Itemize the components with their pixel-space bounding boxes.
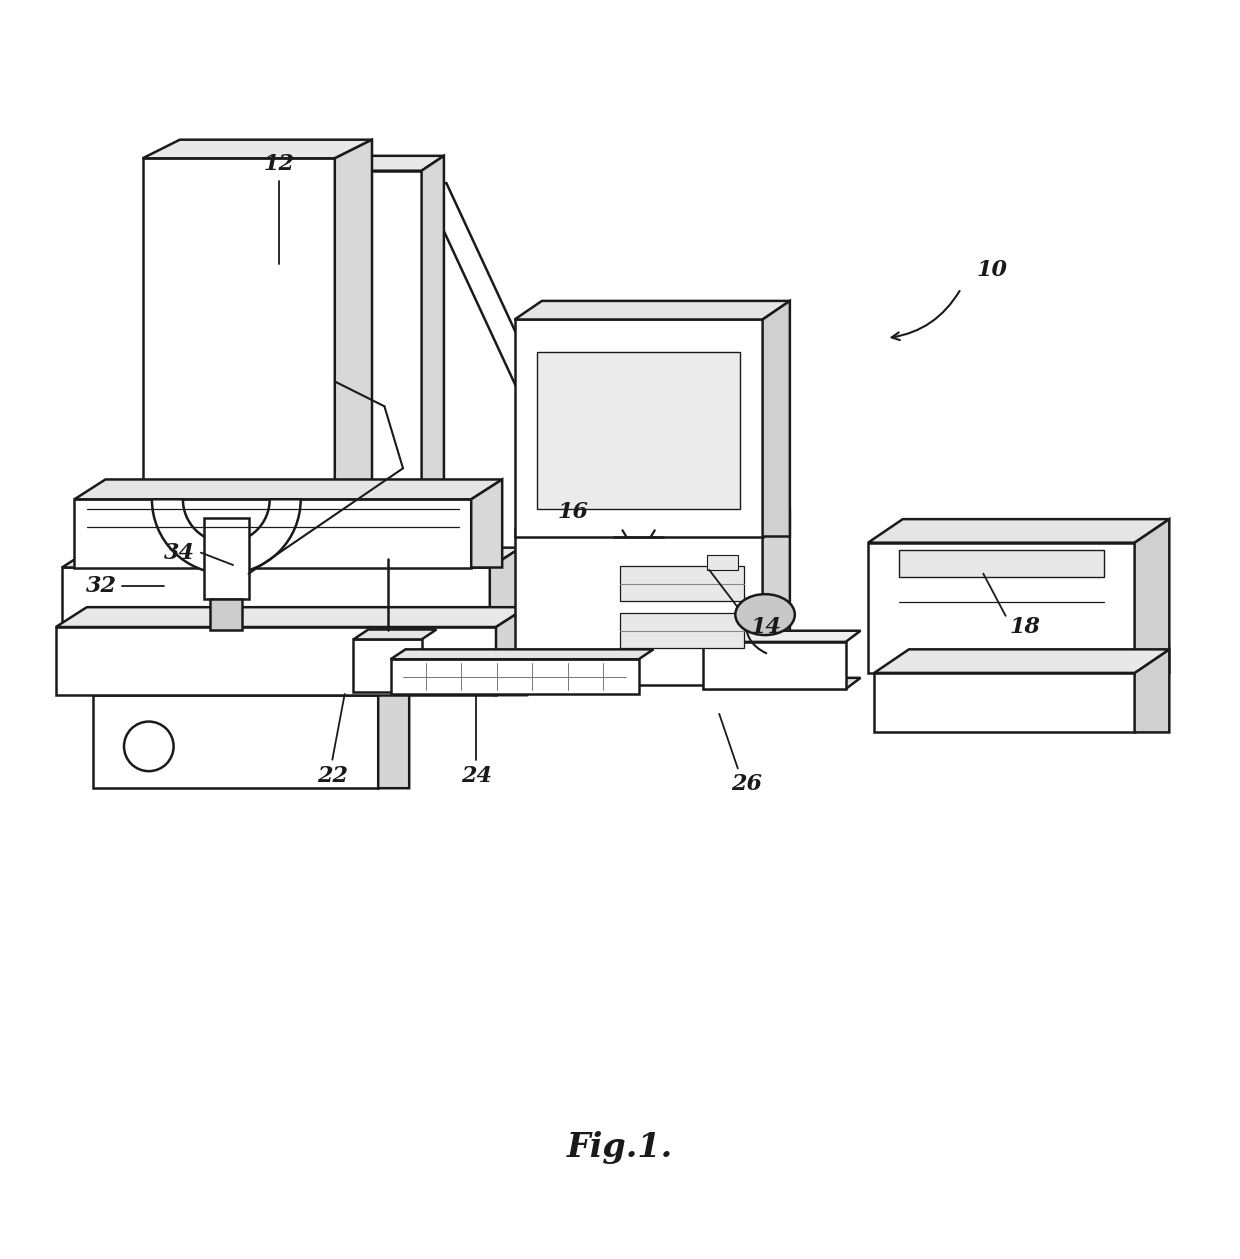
Text: 24: 24 [461,764,491,787]
Polygon shape [93,675,409,695]
Polygon shape [422,156,444,604]
Bar [203,517,249,598]
Bar [620,613,744,648]
Polygon shape [322,156,444,171]
Bar [707,555,738,570]
Text: 22: 22 [317,764,347,787]
Bar [703,642,846,689]
Bar [211,598,243,630]
Polygon shape [378,675,409,788]
Polygon shape [1135,519,1169,672]
Polygon shape [335,140,372,481]
Polygon shape [515,511,790,530]
Polygon shape [56,607,527,627]
Polygon shape [868,519,1169,543]
Polygon shape [353,171,422,604]
Wedge shape [151,500,300,574]
Polygon shape [490,548,521,627]
Bar [868,543,1135,672]
Bar [93,695,378,788]
Text: 34: 34 [164,541,195,564]
Circle shape [531,546,560,577]
Bar [391,660,639,694]
Bar [74,500,471,568]
Bar [899,550,1104,578]
Polygon shape [143,140,372,159]
Polygon shape [763,301,790,536]
Bar [353,640,422,691]
Polygon shape [74,480,502,500]
Polygon shape [515,301,790,320]
Polygon shape [874,650,1169,672]
Polygon shape [471,480,502,568]
Polygon shape [322,171,353,604]
Text: 16: 16 [558,501,588,522]
Bar [62,568,490,627]
Ellipse shape [735,594,795,635]
Text: 18: 18 [1009,616,1042,638]
Bar [56,627,496,695]
Text: 26: 26 [732,773,761,796]
Polygon shape [703,677,861,689]
Polygon shape [1135,650,1169,733]
Circle shape [124,721,174,772]
Text: 10: 10 [977,259,1007,281]
Bar [874,672,1135,733]
Bar [537,351,740,509]
Circle shape [565,550,588,573]
Polygon shape [62,548,521,568]
Text: Fig.1.: Fig.1. [567,1132,673,1165]
Bar [143,159,335,481]
Polygon shape [496,607,527,695]
Circle shape [589,553,606,570]
Polygon shape [703,631,861,642]
Text: 12: 12 [263,154,295,175]
Bar [620,567,744,601]
Text: 14: 14 [750,616,781,638]
Polygon shape [422,183,608,530]
Bar [515,530,763,685]
Circle shape [370,529,404,564]
Polygon shape [391,650,653,660]
Bar [515,320,763,536]
Polygon shape [353,630,436,640]
Text: 32: 32 [87,575,117,597]
Polygon shape [763,511,790,685]
